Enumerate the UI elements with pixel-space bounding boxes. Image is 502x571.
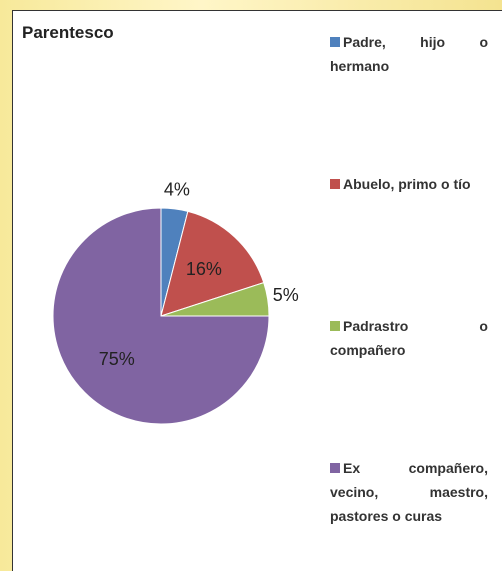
legend-swatch: [330, 179, 340, 189]
legend-entry: Abuelo, primo o tío: [330, 172, 488, 196]
legend-swatch: [330, 463, 340, 473]
legend-label: Padrastro o compañero: [330, 318, 488, 358]
legend-label: Abuelo, primo o tío: [343, 176, 471, 192]
legend-swatch: [330, 321, 340, 331]
legend-label: Ex compañero, vecino, maestro, pastores …: [330, 460, 488, 524]
legend-entry: Ex compañero, vecino, maestro, pastores …: [330, 456, 488, 528]
chart-title: Parentesco: [22, 23, 114, 42]
data-label: 16%: [186, 259, 222, 279]
data-label: 4%: [164, 179, 190, 199]
data-label: 75%: [99, 349, 135, 369]
pie-slice: [52, 207, 270, 425]
legend-swatch: [330, 37, 340, 47]
legend-entry: Padrastro o compañero: [330, 314, 488, 362]
legend-entry: Padre, hijo o hermano: [330, 30, 488, 78]
legend-label: Padre, hijo o hermano: [330, 34, 488, 74]
pie-slice: [160, 210, 265, 317]
data-label: 5%: [273, 285, 299, 305]
